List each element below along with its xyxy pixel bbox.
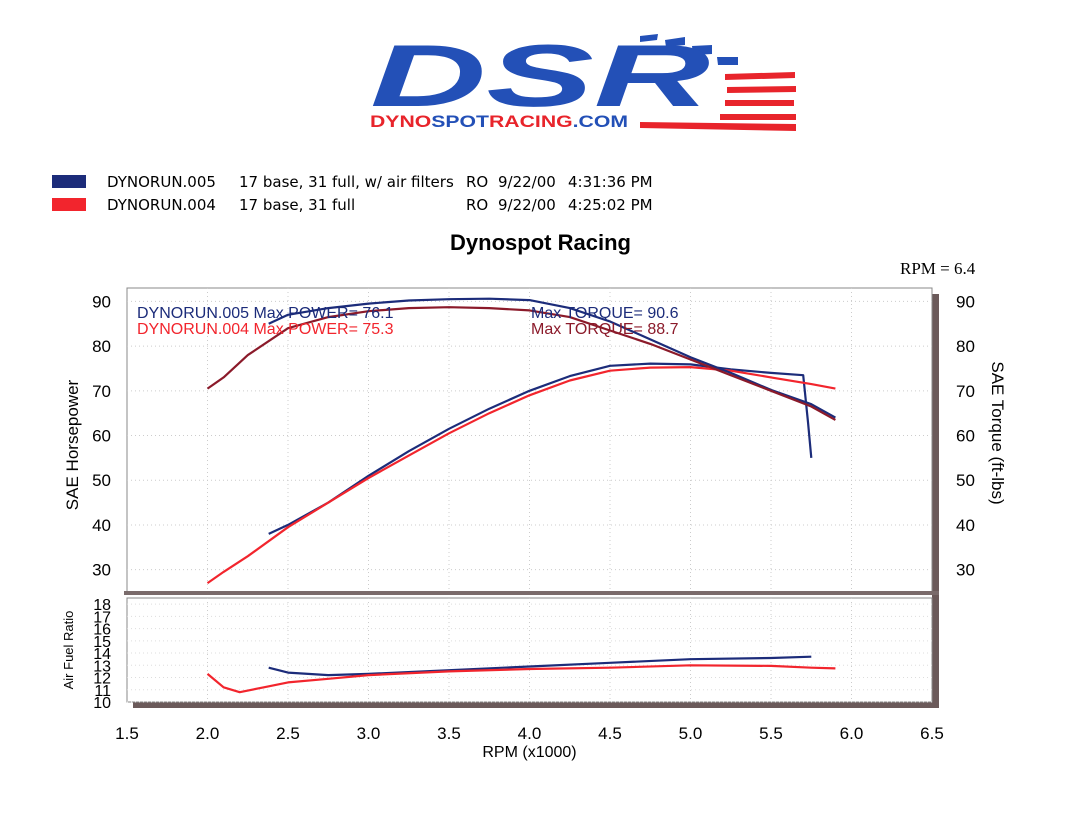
x-tick-label: 4.0 bbox=[518, 724, 542, 743]
y-tick-label-left: 80 bbox=[92, 337, 111, 356]
logo-tagline: DYNO SPOT RACING .COM bbox=[370, 112, 628, 131]
legend-run: DYNORUN.004 bbox=[107, 196, 216, 214]
y-tick-label-left: 40 bbox=[92, 516, 111, 535]
y-tick-label-right: 80 bbox=[956, 337, 975, 356]
afr-axis-label: Air Fuel Ratio bbox=[61, 611, 76, 690]
y-tick-label-left: 90 bbox=[92, 292, 111, 311]
afr-tick-label: 15 bbox=[93, 634, 111, 651]
series-line-power-dynorun.004 bbox=[206, 366, 836, 585]
y-axis-label-left: SAE Horsepower bbox=[63, 379, 82, 510]
y-axis-label-right: SAE Torque (ft-lbs) bbox=[988, 361, 1007, 504]
logo-brand: DSR bbox=[370, 30, 710, 125]
plot-frames bbox=[124, 287, 939, 708]
afr-tick-label: 10 bbox=[93, 695, 111, 712]
afr-tick-label: 14 bbox=[93, 646, 111, 663]
x-tick-label: 4.5 bbox=[598, 724, 622, 743]
legend-desc: 17 base, 31 full bbox=[239, 196, 356, 214]
x-tick-label: 3.5 bbox=[437, 724, 461, 743]
rpm-readout: RPM = 6.4 bbox=[900, 259, 976, 278]
y-tick-label-right: 50 bbox=[956, 471, 975, 490]
chart-title: Dynospot Racing bbox=[450, 230, 631, 255]
x-tick-label: 2.5 bbox=[276, 724, 300, 743]
y-tick-label-right: 40 bbox=[956, 516, 975, 535]
series-line-afr-dynorun.004 bbox=[206, 664, 836, 694]
x-tick-label: 5.0 bbox=[679, 724, 703, 743]
series-lines bbox=[206, 297, 836, 694]
y-tick-label-left: 30 bbox=[92, 561, 111, 580]
afr-tick-label: 16 bbox=[93, 622, 111, 639]
y-tick-label-left: 50 bbox=[92, 471, 111, 490]
speed-stripes-icon bbox=[640, 34, 796, 131]
series-line-afr-dynorun.005 bbox=[268, 655, 812, 677]
dynospotracing-logo: DSR DYNO SPOT RACING .COM bbox=[370, 30, 796, 131]
x-tick-label: 2.0 bbox=[196, 724, 220, 743]
legend-time: 4:31:36 PM bbox=[568, 173, 653, 191]
x-tick-label: 3.0 bbox=[357, 724, 381, 743]
x-tick-label: 1.5 bbox=[115, 724, 139, 743]
y-tick-label-right: 90 bbox=[956, 292, 975, 311]
legend-swatch bbox=[52, 198, 86, 211]
grid-lines bbox=[127, 288, 932, 703]
y-tick-label-left: 60 bbox=[92, 427, 111, 446]
series-line-power-dynorun.005 bbox=[268, 362, 813, 535]
max-value-annotation: DYNORUN.004 Max POWER= 75.3 bbox=[137, 321, 394, 338]
x-tick-label: 6.5 bbox=[920, 724, 944, 743]
max-value-annotation: DYNORUN.005 Max POWER= 76.1 bbox=[137, 305, 394, 322]
frame-shadow bbox=[932, 598, 939, 708]
x-tick-label: 5.5 bbox=[759, 724, 783, 743]
afr-tick-label: 12 bbox=[93, 671, 111, 688]
legend-date: 9/22/00 bbox=[498, 196, 556, 214]
legend-time: 4:25:02 PM bbox=[568, 196, 653, 214]
series-line-torque-dynorun.004 bbox=[206, 306, 836, 421]
x-axis-label: RPM (x1000) bbox=[482, 744, 576, 761]
frame-shadow bbox=[932, 294, 939, 598]
legend-run: DYNORUN.005 bbox=[107, 173, 216, 191]
legend-swatch bbox=[52, 175, 86, 188]
legend-op: RO bbox=[466, 196, 489, 214]
y-tick-label-right: 60 bbox=[956, 427, 975, 446]
legend-op: RO bbox=[466, 173, 489, 191]
afr-tick-label: 11 bbox=[94, 683, 111, 700]
panel-divider bbox=[124, 591, 939, 595]
legend-date: 9/22/00 bbox=[498, 173, 556, 191]
afr-tick-label: 13 bbox=[93, 658, 111, 675]
frame-shadow bbox=[133, 702, 938, 708]
max-value-annotation: Max TORQUE= 88.7 bbox=[531, 321, 679, 338]
axis-labels: 1.5 2.0 2.5 3.0 3.5 4.0 4.5 5.0 5.5 6.0 6.5 30 30 40 4… bbox=[61, 292, 1007, 761]
y-tick-label-left: 70 bbox=[92, 382, 111, 401]
y-tick-label-right: 30 bbox=[956, 561, 975, 580]
y-tick-label-right: 70 bbox=[956, 382, 975, 401]
x-tick-label: 6.0 bbox=[840, 724, 864, 743]
legend-desc: 17 base, 31 full, w/ air filters bbox=[239, 173, 454, 191]
max-value-annotation: Max TORQUE= 90.6 bbox=[531, 305, 679, 322]
afr-tick-label: 17 bbox=[93, 609, 111, 626]
series-line-torque-dynorun.005 bbox=[268, 297, 836, 419]
afr-tick-label: 18 bbox=[93, 597, 111, 614]
